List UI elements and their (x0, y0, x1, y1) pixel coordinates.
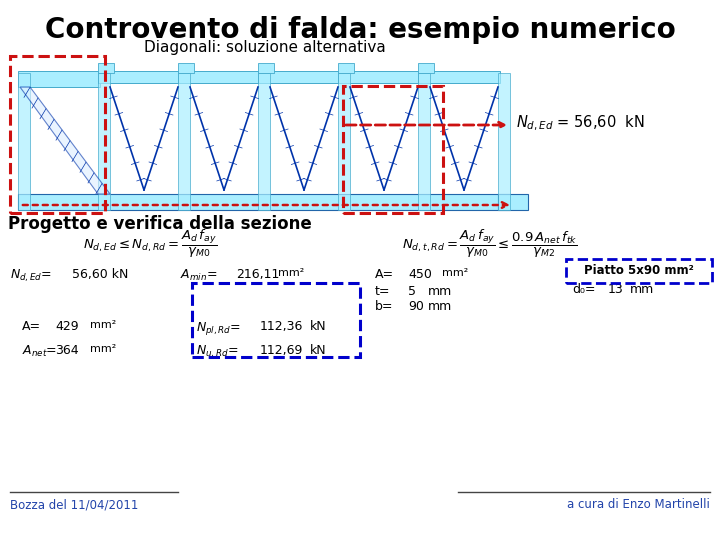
Text: $N_{d,t,Rd} = \dfrac{A_d\,f_{ay}}{\gamma_{M0}} \leq \dfrac{0.9\,A_{net}\,f_{tk}}: $N_{d,t,Rd} = \dfrac{A_d\,f_{ay}}{\gamma… (402, 228, 577, 260)
Text: mm: mm (428, 300, 452, 313)
Bar (418, 71, 500, 83)
Bar (178, 71, 260, 83)
Text: $N_{d,Ed} \leq N_{d,Rd} = \dfrac{A_d\,f_{ay}}{\gamma_{M0}}$: $N_{d,Ed} \leq N_{d,Rd} = \dfrac{A_d\,f_… (83, 228, 217, 260)
Text: $N_{d,Ed}$ = 56,60  kN: $N_{d,Ed}$ = 56,60 kN (516, 113, 644, 133)
Text: mm: mm (428, 285, 452, 298)
Text: t=: t= (375, 285, 390, 298)
Bar (498, 194, 528, 210)
Bar (178, 73, 190, 210)
Text: 450: 450 (408, 268, 432, 281)
Text: 216,11: 216,11 (236, 268, 279, 281)
Text: mm²: mm² (442, 268, 468, 278)
Text: 56,60 kN: 56,60 kN (72, 268, 128, 281)
Bar (18, 194, 510, 210)
Text: 90: 90 (408, 300, 424, 313)
Text: $A_{min}$=: $A_{min}$= (180, 268, 217, 283)
Polygon shape (20, 87, 110, 194)
Text: $N_{d,Ed}$=: $N_{d,Ed}$= (10, 268, 52, 285)
Text: $N_{u,Rd}$=: $N_{u,Rd}$= (196, 344, 238, 360)
Bar (338, 73, 350, 210)
Text: Piatto 5x90 mm²: Piatto 5x90 mm² (584, 265, 694, 278)
Text: mm²: mm² (90, 320, 116, 330)
Bar (258, 63, 274, 73)
Text: mm²: mm² (278, 268, 305, 278)
Bar (498, 73, 510, 210)
Bar (98, 63, 114, 73)
Text: 429: 429 (55, 320, 78, 333)
Bar (418, 63, 434, 73)
Bar (338, 63, 354, 73)
Text: $N_{pl,Rd}$=: $N_{pl,Rd}$= (196, 320, 241, 337)
Text: A=: A= (22, 320, 41, 333)
Text: Diagonali: soluzione alternativa: Diagonali: soluzione alternativa (144, 40, 386, 55)
Bar (566, 259, 712, 283)
Bar (418, 73, 430, 210)
Bar (343, 86, 443, 213)
Bar (192, 283, 360, 357)
Bar (10, 56, 105, 213)
Bar (178, 63, 194, 73)
Text: Bozza del 11/04/2011: Bozza del 11/04/2011 (10, 498, 138, 511)
Text: 13: 13 (608, 283, 624, 296)
Bar (338, 71, 420, 83)
Text: A=: A= (375, 268, 394, 281)
Text: kN: kN (310, 320, 327, 333)
Text: mm: mm (630, 283, 654, 296)
Text: $A_{net}$=: $A_{net}$= (22, 344, 57, 359)
Text: 112,36: 112,36 (260, 320, 303, 333)
Bar (258, 73, 270, 210)
Text: d₀=: d₀= (572, 283, 595, 296)
Bar (18, 71, 100, 87)
Text: kN: kN (310, 344, 327, 357)
Text: a cura di Enzo Martinelli: a cura di Enzo Martinelli (567, 498, 710, 511)
Bar (98, 73, 110, 210)
Text: Controvento di falda: esempio numerico: Controvento di falda: esempio numerico (45, 16, 675, 44)
Text: 5: 5 (408, 285, 416, 298)
Bar (18, 73, 30, 210)
Bar (98, 71, 180, 83)
Text: b=: b= (375, 300, 394, 313)
Text: 364: 364 (55, 344, 78, 357)
Text: mm²: mm² (90, 344, 116, 354)
Text: Progetto e verifica della sezione: Progetto e verifica della sezione (8, 215, 312, 233)
Bar (258, 71, 340, 83)
Text: 112,69: 112,69 (260, 344, 303, 357)
